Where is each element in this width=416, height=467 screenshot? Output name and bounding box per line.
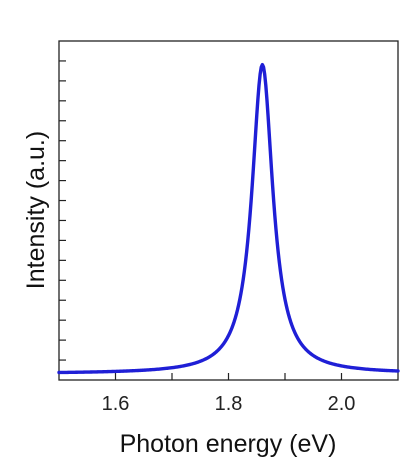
y-tick-marks [59,60,66,361]
x-tick-label: 1.8 [215,393,243,415]
y-axis-title: Intensity (a.u.) [22,131,50,289]
series-line [57,62,400,375]
x-tick-labels: 1.6 1.8 2.0 [102,393,356,415]
x-axis-title: Photon energy (eV) [120,430,337,458]
x-tick-label: 1.6 [102,393,130,415]
x-tick-marks [114,373,343,380]
x-tick-label: 2.0 [328,393,356,415]
plot-frame [58,40,399,381]
